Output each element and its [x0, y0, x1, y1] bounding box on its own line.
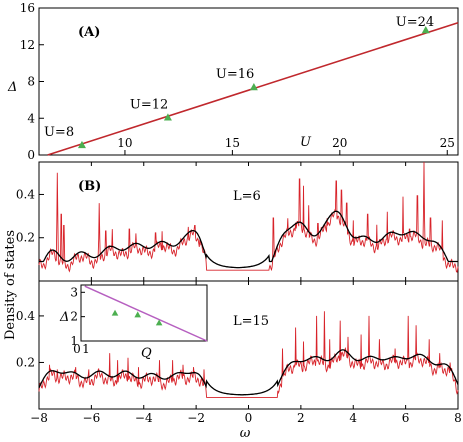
- panel-b-ylabel: Density of states: [3, 230, 18, 340]
- panel-a-xtick-label: 10: [117, 136, 132, 150]
- panel-b-top-annotation: L=6: [233, 189, 261, 204]
- panel-a-marker: [163, 113, 172, 121]
- panel-b-xtick-label: 2: [297, 411, 305, 425]
- panel-b-top-ytick-label: 0.2: [16, 231, 35, 245]
- panel-b-top-data: [38, 161, 459, 273]
- panel-a-ytick-label: 4: [27, 111, 35, 125]
- inset-ylabel: Δ: [59, 310, 69, 325]
- panel-a-marker: [77, 140, 86, 149]
- panel-b-bottom-smooth-curve: [38, 349, 459, 396]
- panel-b-top: (B) L=6 0.2 0.4: [16, 161, 459, 282]
- inset-data: [84, 285, 208, 342]
- panel-b-bottom-annotation: L=15: [233, 314, 269, 329]
- panel-b-xtick-label: −8: [30, 411, 48, 425]
- panel-a-point-label: U=16: [216, 67, 254, 82]
- panel-b-bottom-exact-curve: [38, 311, 459, 398]
- panel-b-label: (B): [78, 179, 101, 194]
- panel-a-marker: [421, 26, 430, 34]
- panel-b-bottom-ytick-label: 0.2: [16, 355, 35, 369]
- panel-a-xtick-label: 20: [332, 136, 347, 150]
- panel-b-xtick-label: 0: [245, 411, 253, 425]
- inset-marker: [134, 311, 141, 318]
- panel-b-xtick-label: −2: [187, 411, 205, 425]
- panel-b-top-frame: [38, 161, 459, 282]
- panel-b-bottom-data: [38, 311, 459, 398]
- panel-a-ytick-label: 16: [20, 1, 35, 15]
- panel-a-ylabel: Δ: [7, 80, 17, 95]
- panel-b-bottom-ytick-label: 0.4: [16, 309, 35, 323]
- panel-a-ticks: 10 15 20 25 0 4 8 12 16: [20, 1, 455, 162]
- panel-a-marker: [249, 83, 258, 91]
- panel-a-xtick-label: 25: [440, 136, 455, 150]
- panel-b-xtick-label: 6: [402, 411, 410, 425]
- inset-marker: [111, 309, 119, 316]
- panel-b-xtick-label: 4: [349, 411, 357, 425]
- inset-xtick-label: 1: [82, 342, 90, 356]
- panel-a-point-label: U=24: [396, 15, 434, 30]
- panel-a-label: (A): [78, 25, 100, 40]
- panel-b-xtick-label: −6: [83, 411, 101, 425]
- inset-fit-line: [84, 285, 208, 342]
- panel-b-top-ytick-label: 0.4: [16, 187, 35, 201]
- inset: Δ Q 1 2 3 0 1: [59, 284, 208, 361]
- inset-ticks: 1 2 3 0 1: [70, 285, 89, 356]
- inset-xtick-label: 0: [73, 342, 81, 356]
- panel-a-point-label: U=12: [130, 97, 168, 112]
- panel-b-bottom: L=15 0.2 0.4: [16, 280, 459, 410]
- inset-ytick-label: 3: [70, 285, 78, 299]
- panel-b-xtick-label: −4: [135, 411, 153, 425]
- panel-b-top-exact-curve: [38, 161, 459, 273]
- panel-a-ytick-label: 8: [27, 75, 35, 89]
- panel-a-xlabel: U: [300, 135, 312, 150]
- panel-a-ytick-label: 12: [20, 38, 35, 52]
- panel-b-top-smooth-curve: [39, 210, 458, 269]
- panel-b-bottom-ticks: 0.2 0.4: [16, 281, 459, 409]
- inset-ytick-label: 1: [70, 334, 78, 348]
- panel-b-xtick-label: 8: [454, 411, 462, 425]
- panel-a-data: U=8 U=12 U=16 U=24: [44, 15, 459, 156]
- panel-a: (A) Δ U 10 15 20 25 0 4 8 12 16 U=8 U=12 U=16 U=24: [7, 1, 459, 162]
- panel-a-ytick-label: 0: [27, 148, 35, 162]
- panel-b-xticks: −8 −6 −4 −2 0 2 4 6 8: [30, 411, 462, 425]
- panel-a-xtick-label: 15: [225, 136, 240, 150]
- inset-ytick-label: 2: [70, 310, 78, 324]
- inset-marker: [155, 319, 163, 326]
- panel-b-top-ticks: 0.2 0.4: [16, 162, 459, 281]
- inset-xlabel: Q: [141, 346, 152, 361]
- panel-b-xlabel: ω: [240, 426, 251, 441]
- panel-a-point-label: U=8: [44, 125, 74, 140]
